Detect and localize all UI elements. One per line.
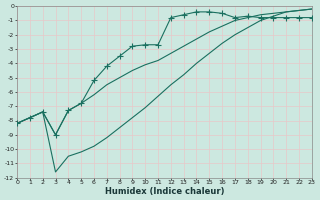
X-axis label: Humidex (Indice chaleur): Humidex (Indice chaleur) xyxy=(105,187,224,196)
